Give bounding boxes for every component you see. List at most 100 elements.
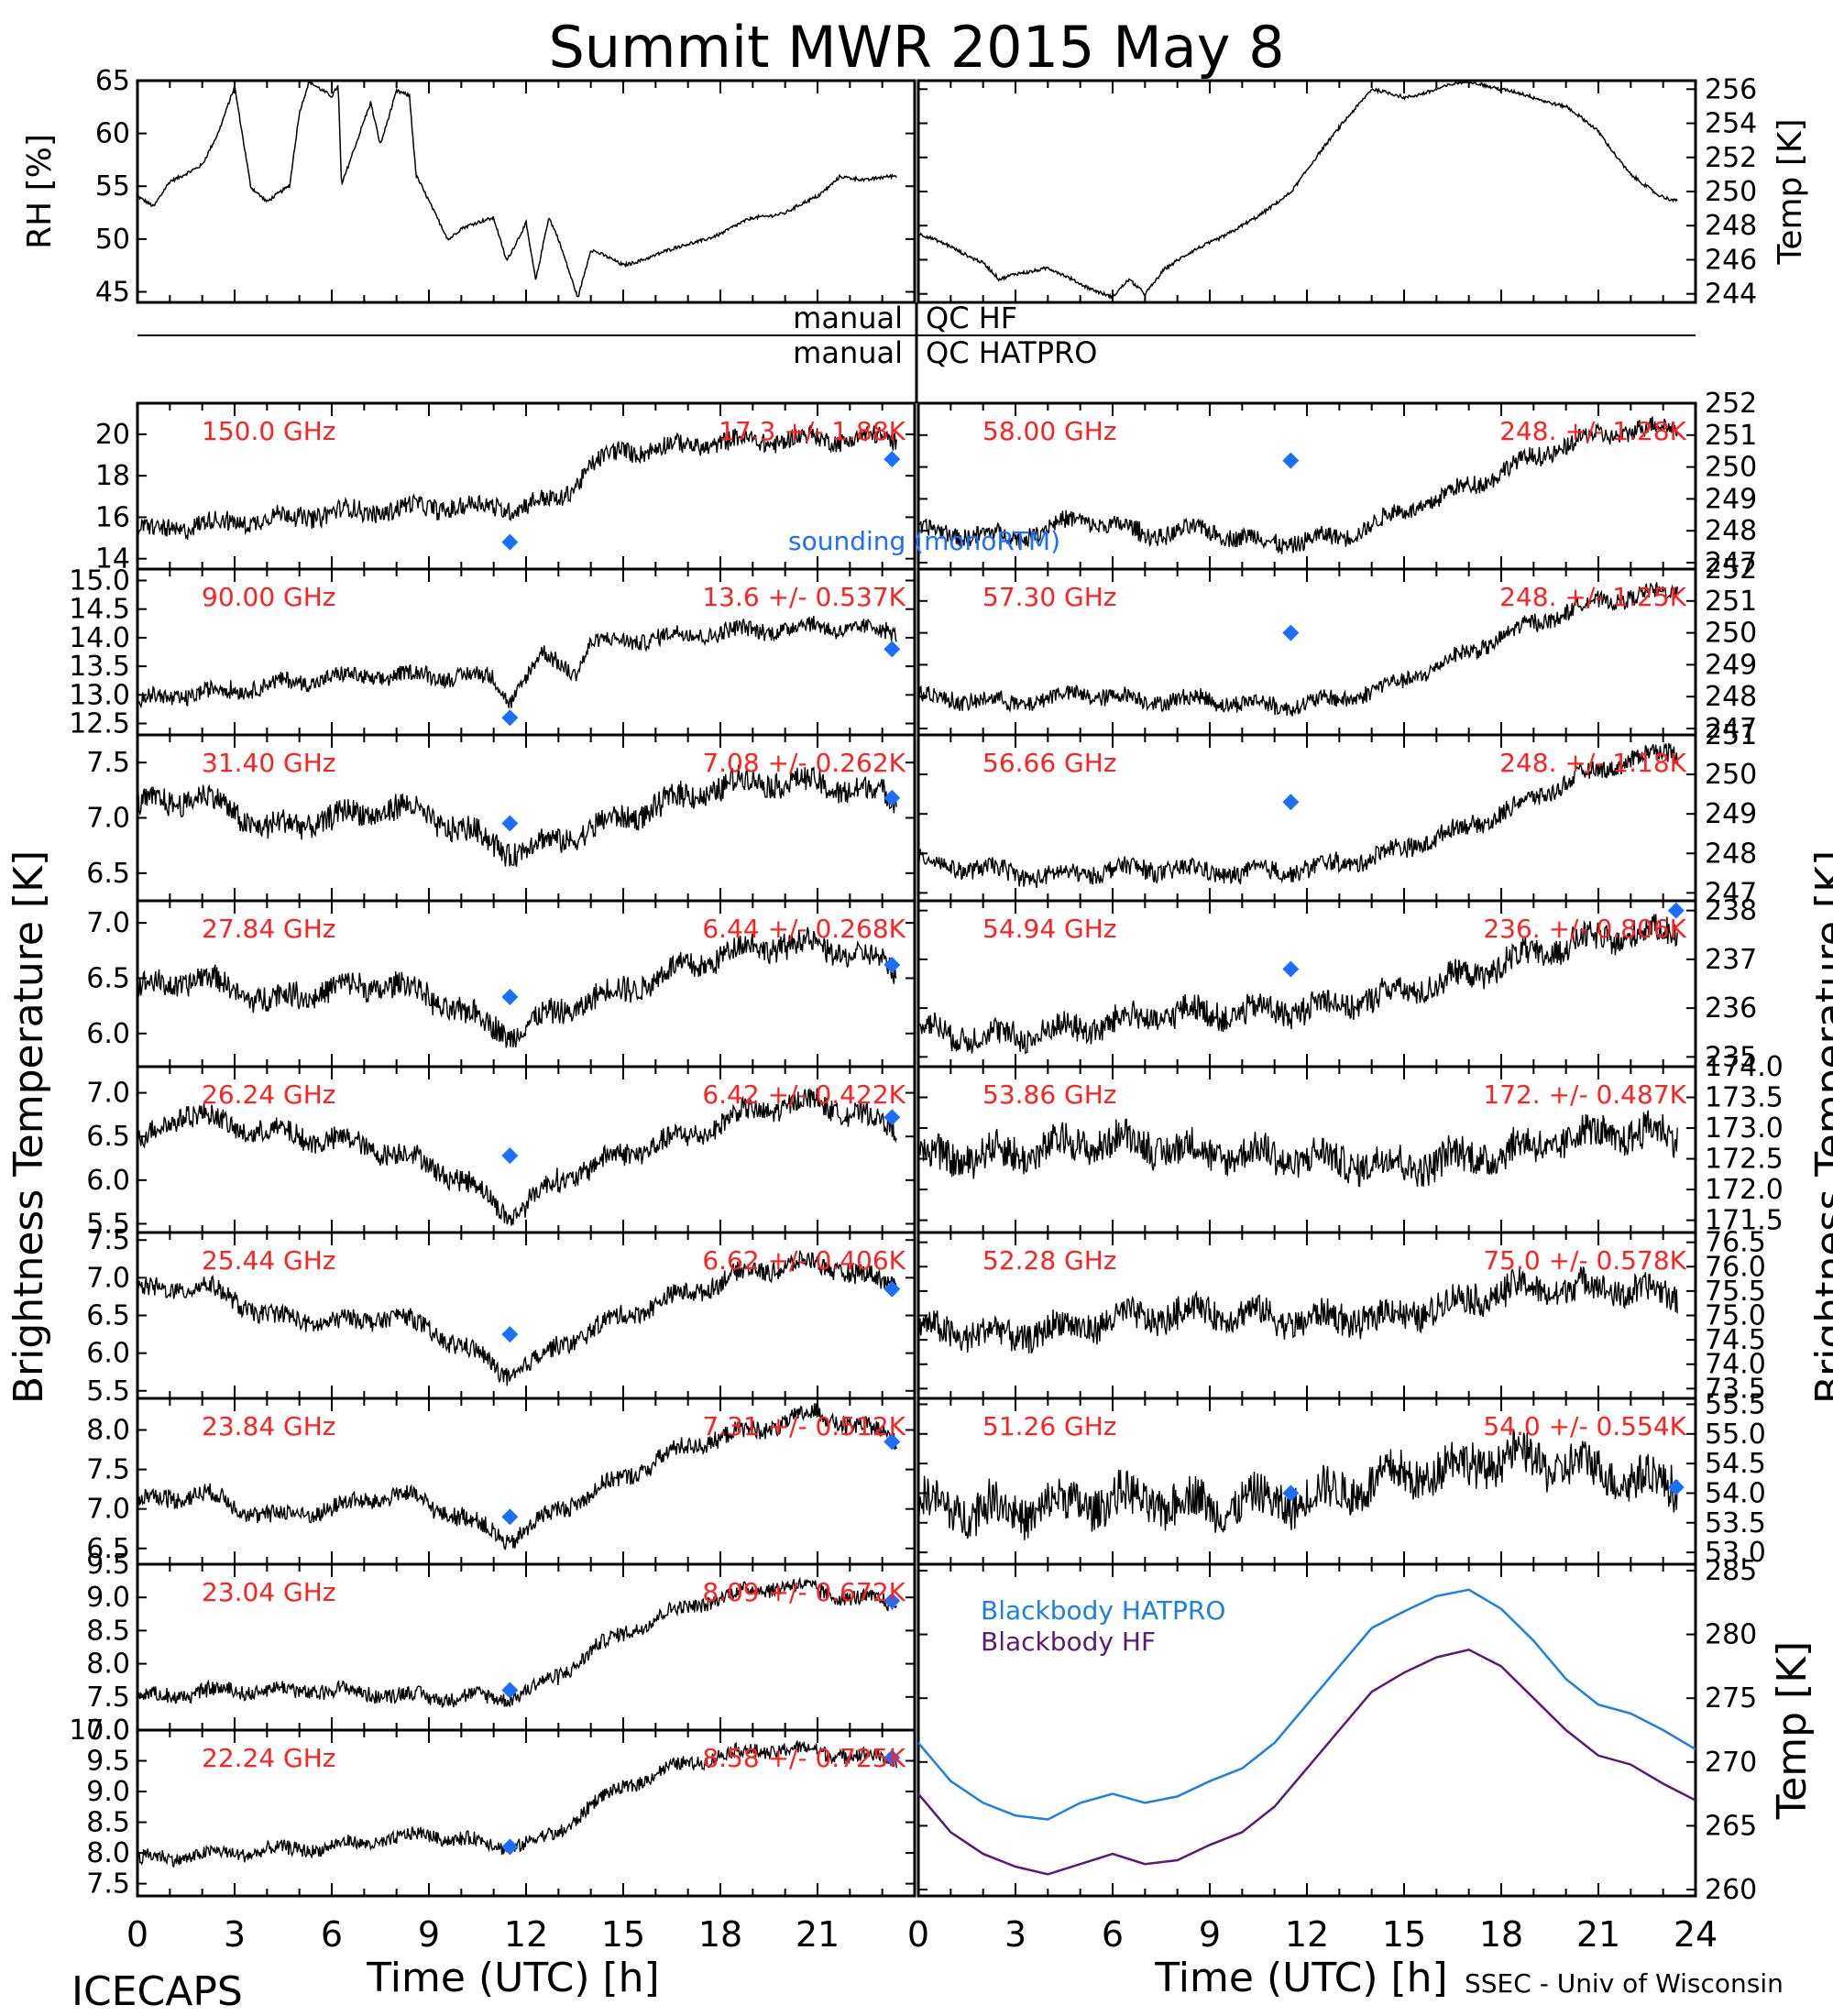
sounding-marker <box>501 815 519 832</box>
channel-trace <box>137 1403 897 1550</box>
y-axis-label-left: Brightness Temperature [K] <box>5 850 52 1404</box>
channel-ytick-label: 248 <box>1705 681 1757 713</box>
channel-frequency: 26.24 GHz <box>202 1079 336 1110</box>
channel-ytick-label: 6.0 <box>86 1018 130 1050</box>
footer-right-credit: SSEC - Univ of Wisconsin <box>1465 1968 1784 1999</box>
channel-ytick-label: 8.5 <box>86 1615 130 1647</box>
channel-ytick-label: 172.0 <box>1705 1174 1784 1206</box>
channel-stats: 8.09 +/- 0.672K <box>702 1577 906 1607</box>
blackbody-ylabel: Temp [K] <box>1769 1641 1816 1820</box>
channel-ytick-label: 247 <box>1705 713 1757 745</box>
channel-stats: 248. +/- 1.18K <box>1499 748 1686 778</box>
channel-trace <box>917 1266 1678 1353</box>
channel-panel: 55.555.054.554.053.553.0 51.26 GHz 54.0 +/… <box>916 1388 1766 1569</box>
channel-ytick-label: 248 <box>1705 515 1757 547</box>
qc-hatpro-label: QC HATPRO <box>926 335 1097 370</box>
channel-ytick-label: 252 <box>1705 388 1757 420</box>
channel-ytick-label: 249 <box>1705 798 1757 830</box>
channel-ytick-label: 7.0 <box>86 1262 130 1294</box>
sounding-marker <box>884 641 901 658</box>
channel-ytick-label: 7.0 <box>86 1494 130 1526</box>
met-temp-ytick-label: 246 <box>1705 244 1757 276</box>
channel-frequency: 25.44 GHz <box>202 1245 336 1276</box>
sounding-legend: sounding (monoRTM) <box>788 526 1060 556</box>
channel-ytick-label: 55.5 <box>1705 1388 1766 1420</box>
met-panel-rh: 65 60 55 50 45 RH [%] <box>21 65 916 308</box>
channel-trace <box>917 1110 1678 1188</box>
sounding-marker <box>1282 452 1300 469</box>
channel-ytick-label: 12.5 <box>69 708 130 740</box>
channel-ytick-label: 76.5 <box>1705 1227 1766 1259</box>
met-rh-ytick-label: 45 <box>95 276 130 308</box>
x-tick-label: 0 <box>126 1914 148 1955</box>
channel-trace <box>917 1428 1678 1540</box>
channel-stats: 6.44 +/- 0.268K <box>702 914 906 944</box>
channel-frequency: 53.86 GHz <box>982 1079 1117 1110</box>
channel-ytick-label: 236 <box>1705 992 1757 1024</box>
qc-hf-label: QC HF <box>926 301 1017 335</box>
channel-ytick-label: 8.0 <box>86 1649 130 1681</box>
qc-hf-prefix: manual <box>793 301 903 335</box>
channel-stats: 248. +/- 1.28K <box>1499 416 1686 446</box>
channel-ytick-label: 13.0 <box>69 679 130 711</box>
met-rh-ytick-label: 60 <box>95 118 130 150</box>
channel-ytick-label: 249 <box>1705 649 1757 681</box>
x-tick-label: 18 <box>698 1914 742 1955</box>
channel-panel: 7.0 6.5 6.0 5.5 26.24 GHz 6.42 +/- 0.422K <box>86 1065 916 1240</box>
met-rh-ytick-label: 50 <box>95 224 130 256</box>
sounding-marker <box>1282 794 1300 811</box>
x-tick-label: 18 <box>1479 1914 1523 1955</box>
channel-ytick-label: 10.0 <box>69 1715 130 1747</box>
channel-trace <box>917 582 1678 717</box>
channel-stats: 7.08 +/- 0.262K <box>702 748 906 778</box>
channel-panel: 9.59.08.58.07.57.0 23.04 GHz 8.09 +/- 0.67… <box>86 1549 916 1747</box>
x-tick-label: 15 <box>1382 1914 1426 1955</box>
sounding-marker <box>501 709 519 727</box>
channel-ytick-label: 247 <box>1705 877 1757 909</box>
blackbody-ytick-label: 275 <box>1705 1682 1757 1715</box>
channel-panel: 20 18 16 14 150.0 GHz 17.3 +/- 1.88K <box>95 401 916 575</box>
channel-trace <box>137 764 897 867</box>
channel-ytick-label: 7.5 <box>86 1682 130 1714</box>
sounding-marker <box>884 451 901 468</box>
channel-trace <box>137 1250 897 1386</box>
blackbody-ytick-label: 280 <box>1705 1619 1757 1651</box>
met-series-temp <box>917 82 1678 301</box>
sounding-marker <box>884 1433 901 1451</box>
channel-trace <box>917 914 1678 1055</box>
channel-ytick-label: 14.0 <box>69 622 130 654</box>
sounding-marker <box>1282 624 1300 641</box>
x-tick-label: 12 <box>1285 1914 1329 1955</box>
x-tick-label: 6 <box>321 1914 343 1955</box>
channel-ytick-label: 7.5 <box>86 1868 130 1901</box>
channel-ytick-label: 75.0 <box>1705 1300 1766 1332</box>
x-tick-label: 12 <box>504 1914 548 1955</box>
channel-stats: 8.58 +/- 0.725K <box>702 1743 906 1773</box>
sounding-marker <box>501 533 519 551</box>
channel-ytick-label: 238 <box>1705 895 1757 927</box>
blackbody-ytick-label: 265 <box>1705 1810 1757 1842</box>
y-axis-label-right: Brightness Temperature [K] <box>1807 850 1833 1404</box>
met-temp-ytick-label: 252 <box>1705 142 1757 174</box>
sounding-marker <box>884 1109 901 1126</box>
blackbody-ytick-label: 270 <box>1705 1747 1757 1779</box>
channel-frequency: 90.00 GHz <box>202 582 336 612</box>
channel-stats: 6.42 +/- 0.422K <box>702 1079 906 1110</box>
channel-frequency: 52.28 GHz <box>982 1245 1117 1276</box>
channel-ytick-label: 6.5 <box>86 858 130 890</box>
channel-ytick-label: 75.5 <box>1705 1276 1766 1308</box>
footer-left-label: ICECAPS <box>71 1968 243 2015</box>
sounding-marker <box>884 1749 901 1767</box>
channel-ytick-label: 9.5 <box>86 1549 130 1581</box>
channel-ytick-label: 14 <box>95 543 130 575</box>
channel-frequency: 51.26 GHz <box>982 1411 1117 1441</box>
channel-panel: 10.09.59.08.58.07.5 22.24 GHz 8.58 +/- 0.7… <box>69 1715 916 1901</box>
sounding-marker <box>501 1147 519 1165</box>
channel-ytick-label: 250 <box>1705 452 1757 484</box>
channel-frequency: 56.66 GHz <box>982 748 1117 778</box>
x-axis-label-right: Time (UTC) [h] <box>1154 1955 1447 2001</box>
sounding-marker <box>884 1592 901 1609</box>
